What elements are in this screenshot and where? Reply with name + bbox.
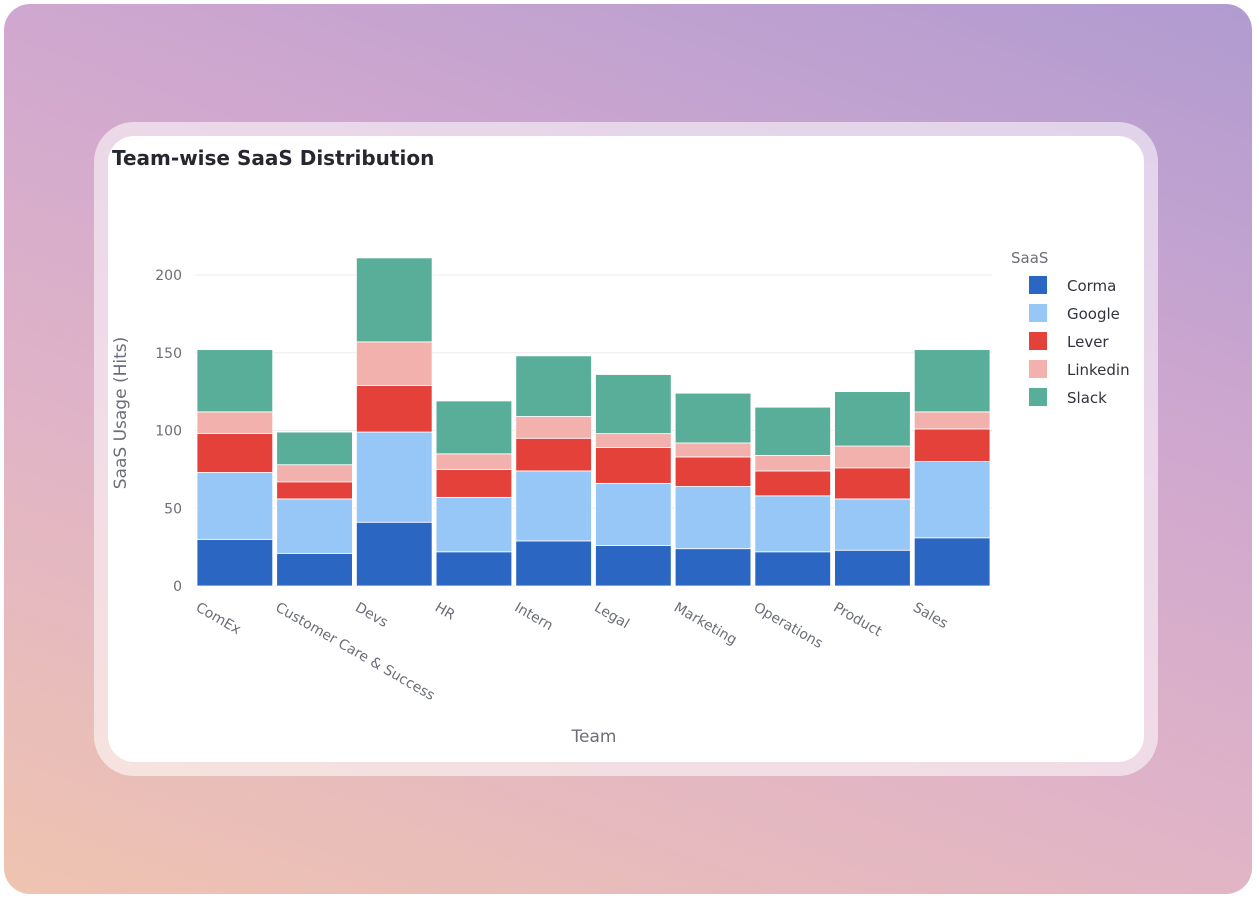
x-tick-label: Operations bbox=[751, 600, 826, 652]
bar-segment-google[interactable] bbox=[674, 486, 752, 550]
bar-segment-lever[interactable] bbox=[515, 437, 592, 472]
bar-segment-slack[interactable] bbox=[754, 406, 832, 456]
bar-segment-google[interactable] bbox=[834, 498, 911, 551]
bar-segment-corma[interactable] bbox=[355, 521, 433, 587]
x-tick-label: ComEx bbox=[193, 600, 244, 638]
bar-segment-linkedin[interactable] bbox=[435, 453, 513, 470]
legend: SaaS Corma Google Lever Linkedin Slack bbox=[1011, 249, 1130, 407]
legend-label[interactable]: Slack bbox=[1067, 389, 1107, 407]
bar-segment-linkedin[interactable] bbox=[595, 433, 672, 449]
bar-segment-corma[interactable] bbox=[674, 548, 752, 587]
bar-segment-corma[interactable] bbox=[435, 551, 513, 587]
x-tick-label: Product bbox=[830, 600, 884, 641]
bar-segment-lever[interactable] bbox=[834, 467, 911, 500]
bar-segment-lever[interactable] bbox=[595, 447, 672, 484]
bar-segment-lever[interactable] bbox=[196, 433, 274, 473]
x-tick-label: Sales bbox=[910, 600, 950, 632]
x-tick-label: Marketing bbox=[671, 600, 739, 649]
bar-segment-lever[interactable] bbox=[754, 470, 832, 497]
bar-segment-lever[interactable] bbox=[435, 468, 513, 498]
x-axis-title: Team bbox=[571, 727, 617, 747]
bar-segment-linkedin[interactable] bbox=[196, 411, 274, 435]
bar-segment-google[interactable] bbox=[355, 431, 433, 523]
bar-segment-google[interactable] bbox=[276, 498, 353, 554]
bar-segment-google[interactable] bbox=[435, 496, 513, 553]
bar-segment-corma[interactable] bbox=[515, 540, 592, 587]
bar-segment-linkedin[interactable] bbox=[754, 454, 832, 472]
legend-swatch-slack[interactable] bbox=[1029, 388, 1047, 406]
legend-title: SaaS bbox=[1011, 249, 1048, 267]
bar-segment-linkedin[interactable] bbox=[355, 341, 433, 386]
legend-swatch-corma[interactable] bbox=[1029, 276, 1047, 294]
bar-segment-slack[interactable] bbox=[913, 349, 991, 413]
y-tick-label: 0 bbox=[173, 579, 182, 595]
legend-swatch-google[interactable] bbox=[1029, 304, 1047, 322]
bar-segment-lever[interactable] bbox=[276, 481, 353, 500]
x-tick-label: Devs bbox=[352, 600, 390, 631]
y-tick-label: 150 bbox=[155, 346, 182, 362]
legend-label[interactable]: Lever bbox=[1067, 333, 1109, 351]
y-tick-label: 200 bbox=[155, 268, 182, 284]
bar-segment-lever[interactable] bbox=[355, 385, 433, 433]
legend-label[interactable]: Corma bbox=[1067, 277, 1116, 295]
legend-swatch-lever[interactable] bbox=[1029, 332, 1047, 350]
bar-segment-slack[interactable] bbox=[355, 257, 433, 343]
bar-segment-lever[interactable] bbox=[913, 428, 991, 463]
bar-segment-corma[interactable] bbox=[754, 551, 832, 587]
x-tick-label: Intern bbox=[512, 600, 556, 635]
bar-segment-google[interactable] bbox=[913, 461, 991, 539]
bar-segment-google[interactable] bbox=[515, 470, 592, 542]
bar-segment-corma[interactable] bbox=[595, 545, 672, 587]
bar-segment-slack[interactable] bbox=[834, 391, 911, 447]
bar-segment-slack[interactable] bbox=[674, 392, 752, 444]
bar-segment-google[interactable] bbox=[595, 482, 672, 546]
legend-label[interactable]: Linkedin bbox=[1067, 361, 1130, 379]
bars bbox=[196, 257, 991, 587]
bar-segment-linkedin[interactable] bbox=[834, 445, 911, 469]
bar-segment-slack[interactable] bbox=[435, 400, 513, 455]
bar-segment-linkedin[interactable] bbox=[276, 464, 353, 483]
y-axis-title: SaaS Usage (Hits) bbox=[111, 337, 131, 490]
bar-segment-corma[interactable] bbox=[913, 537, 991, 587]
y-tick-label: 50 bbox=[164, 501, 182, 517]
bar-segment-corma[interactable] bbox=[834, 549, 911, 587]
bar-segment-lever[interactable] bbox=[674, 456, 752, 487]
bar-segment-google[interactable] bbox=[754, 495, 832, 553]
bar-segment-slack[interactable] bbox=[595, 374, 672, 435]
legend-label[interactable]: Google bbox=[1067, 305, 1120, 323]
x-tick-label: HR bbox=[432, 600, 458, 624]
bar-segment-slack[interactable] bbox=[515, 355, 592, 417]
bar-segment-slack[interactable] bbox=[276, 431, 353, 466]
y-tick-label: 100 bbox=[155, 424, 182, 440]
x-tick-label: Customer Care & Success bbox=[273, 600, 438, 704]
legend-swatch-linkedin[interactable] bbox=[1029, 360, 1047, 378]
bar-segment-google[interactable] bbox=[196, 472, 274, 540]
bar-segment-slack[interactable] bbox=[196, 349, 274, 413]
x-tick-label: Legal bbox=[591, 600, 632, 633]
bar-segment-linkedin[interactable] bbox=[913, 411, 991, 430]
bar-segment-linkedin[interactable] bbox=[515, 416, 592, 439]
bar-segment-corma[interactable] bbox=[196, 538, 274, 587]
y-axis-ticks: 0 50 100 150 200 bbox=[155, 268, 182, 595]
bar-segment-corma[interactable] bbox=[276, 552, 353, 587]
chart-title: Team-wise SaaS Distribution bbox=[112, 146, 435, 170]
bar-segment-linkedin[interactable] bbox=[674, 442, 752, 458]
